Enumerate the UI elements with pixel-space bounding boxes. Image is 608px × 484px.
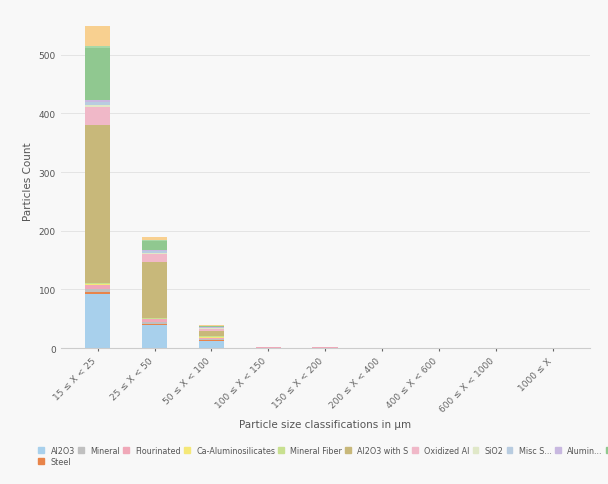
Bar <box>142 325 167 348</box>
Bar <box>142 250 167 251</box>
Bar <box>199 329 224 331</box>
Bar <box>142 324 167 325</box>
Bar <box>142 238 167 241</box>
Bar <box>85 48 111 101</box>
Bar <box>199 326 224 327</box>
Bar <box>142 253 167 254</box>
Bar <box>85 103 111 106</box>
Bar <box>85 285 111 286</box>
Bar <box>199 331 224 337</box>
Bar <box>142 241 167 250</box>
Bar <box>85 125 111 284</box>
Bar <box>85 286 111 289</box>
Bar <box>199 337 224 338</box>
Bar <box>142 322 167 324</box>
Bar <box>199 327 224 328</box>
Bar <box>142 263 167 318</box>
X-axis label: Particle size classifications in μm: Particle size classifications in μm <box>239 420 412 429</box>
Bar <box>85 47 111 48</box>
Bar <box>85 292 111 295</box>
Bar <box>142 318 167 319</box>
Bar <box>85 107 111 125</box>
Legend: Al2O3, Steel, Mineral, Flourinated, Ca-Aluminosilicates, Mineral Fiber, Al2O3 wi: Al2O3, Steel, Mineral, Flourinated, Ca-A… <box>38 446 608 466</box>
Bar <box>85 284 111 285</box>
Bar <box>199 340 224 341</box>
Bar <box>85 289 111 292</box>
Bar <box>199 328 224 329</box>
Bar <box>199 338 224 339</box>
Bar <box>85 101 111 103</box>
Bar <box>142 320 167 322</box>
Bar <box>199 341 224 348</box>
Bar <box>199 339 224 340</box>
Bar <box>85 106 111 107</box>
Bar <box>142 254 167 263</box>
Y-axis label: Particles Count: Particles Count <box>23 142 33 221</box>
Bar <box>85 27 111 47</box>
Bar <box>142 251 167 253</box>
Bar <box>85 295 111 348</box>
Bar <box>142 319 167 320</box>
